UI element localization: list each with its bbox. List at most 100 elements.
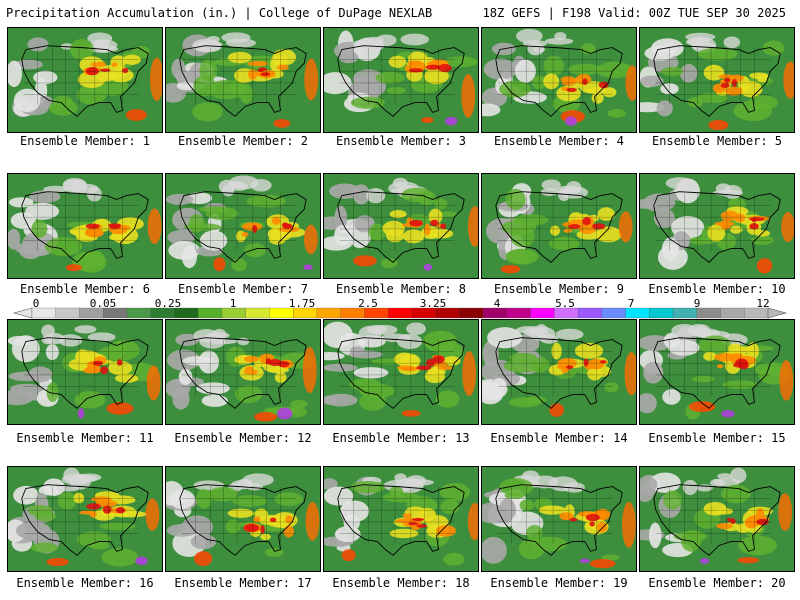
ensemble-map-panel: [165, 173, 321, 279]
colorbar-segment: [744, 307, 769, 319]
ensemble-map-panel: [639, 173, 795, 279]
ensemble-member-label: Ensemble Member: 9: [493, 282, 625, 296]
ensemble-member-label: Ensemble Member: 4: [493, 134, 625, 148]
colorbar-tick-label: 12: [756, 297, 770, 310]
ensemble-map-panel: [323, 173, 479, 279]
colorbar-segment: [554, 307, 579, 319]
ensemble-member-label: Ensemble Member: 17: [174, 576, 312, 590]
precip-map: [482, 174, 636, 278]
ensemble-member-label: Ensemble Member: 16: [16, 576, 154, 590]
colorbar-segment: [55, 307, 80, 319]
colorbar-segment: [364, 307, 389, 319]
ensemble-map-panel: [481, 319, 637, 425]
colorbar-segment: [221, 307, 247, 319]
colorbar-segment: [482, 307, 508, 319]
colorbar-tick-label: 2.5: [358, 297, 378, 310]
colorbar-segment: [530, 307, 555, 319]
colorbar-tick-label: 7: [627, 297, 635, 310]
ensemble-map-panel: [7, 173, 163, 279]
colorbar-tick-label: 0: [32, 297, 40, 310]
ensemble-map-panel: [7, 319, 163, 425]
colorbar-segment: [79, 307, 104, 319]
precip-colorbar: [12, 307, 788, 319]
precip-map: [166, 174, 320, 278]
precip-map: [640, 467, 794, 571]
chart-title: Precipitation Accumulation (in.) | Colle…: [6, 6, 433, 20]
colorbar-segment: [435, 307, 460, 319]
ensemble-map-panel: [481, 27, 637, 133]
colorbar-segment: [198, 307, 223, 319]
ensemble-member-label: Ensemble Member: 14: [490, 431, 628, 445]
precip-map: [166, 28, 320, 132]
precip-map: [324, 320, 478, 424]
precip-map: [324, 467, 478, 571]
colorbar-segment: [316, 307, 342, 319]
ensemble-member-label: Ensemble Member: 8: [335, 282, 467, 296]
colorbar-segment: [31, 307, 57, 319]
colorbar-segment: [269, 307, 294, 319]
ensemble-map-panel: [323, 466, 479, 572]
ensemble-map-panel: [639, 466, 795, 572]
colorbar-segment: [174, 307, 199, 319]
precip-map: [640, 320, 794, 424]
colorbar-tick-label: 9: [693, 297, 701, 310]
ensemble-map-panel: [7, 466, 163, 572]
precip-map: [8, 467, 162, 571]
precip-map: [482, 320, 636, 424]
ensemble-member-label: Ensemble Member: 12: [174, 431, 312, 445]
precip-map: [8, 320, 162, 424]
ensemble-map-panel: [639, 27, 795, 133]
colorbar-tick-label: 1.75: [288, 297, 316, 310]
ensemble-member-label: Ensemble Member: 15: [648, 431, 786, 445]
precip-map: [324, 28, 478, 132]
colorbar-tick-label: 4: [493, 297, 501, 310]
colorbar-segment: [340, 307, 365, 319]
ensemble-member-label: Ensemble Member: 2: [177, 134, 309, 148]
precip-map: [482, 28, 636, 132]
colorbar-tick-label: 0.05: [89, 297, 117, 310]
ensemble-member-label: Ensemble Member: 19: [490, 576, 628, 590]
precip-map: [640, 174, 794, 278]
colorbar-tick-label: 1: [229, 297, 237, 310]
ensemble-member-label: Ensemble Member: 6: [19, 282, 151, 296]
ensemble-member-label: Ensemble Member: 1: [19, 134, 151, 148]
colorbar-segment: [506, 307, 532, 319]
ensemble-map-panel: [323, 27, 479, 133]
colorbar-tick-label: 3.25: [419, 297, 447, 310]
precip-map: [8, 28, 162, 132]
colorbar-segment: [649, 307, 674, 319]
colorbar-segment: [720, 307, 745, 319]
colorbar-segment: [150, 307, 175, 319]
colorbar-segment: [387, 307, 413, 319]
colorbar-segment: [601, 307, 626, 319]
ensemble-map-panel: [165, 466, 321, 572]
ensemble-member-label: Ensemble Member: 3: [335, 134, 467, 148]
colorbar-segment: [672, 307, 698, 319]
ensemble-map-panel: [7, 27, 163, 133]
precip-map: [324, 174, 478, 278]
ensemble-map-panel: [481, 466, 637, 572]
precip-map: [166, 467, 320, 571]
colorbar-segment: [411, 307, 437, 319]
precip-map: [8, 174, 162, 278]
precip-map: [482, 467, 636, 571]
ensemble-member-label: Ensemble Member: 20: [648, 576, 786, 590]
colorbar-tick-label: 5.5: [555, 297, 575, 310]
colorbar-segment: [293, 307, 318, 319]
ensemble-member-label: Ensemble Member: 7: [177, 282, 309, 296]
colorbar-left-arrow: [12, 307, 33, 319]
colorbar-segment: [459, 307, 484, 319]
precip-map: [166, 320, 320, 424]
ensemble-map-panel: [165, 27, 321, 133]
ensemble-member-label: Ensemble Member: 10: [648, 282, 786, 296]
ensemble-member-label: Ensemble Member: 13: [332, 431, 470, 445]
colorbar-segment: [245, 307, 270, 319]
ensemble-map-panel: [165, 319, 321, 425]
ensemble-member-label: Ensemble Member: 11: [16, 431, 154, 445]
colorbar-tick-label: 0.25: [154, 297, 182, 310]
colorbar-segment: [103, 307, 128, 319]
ensemble-map-panel: [639, 319, 795, 425]
precip-map: [640, 28, 794, 132]
colorbar-segment: [696, 307, 721, 319]
colorbar-segment: [126, 307, 152, 319]
